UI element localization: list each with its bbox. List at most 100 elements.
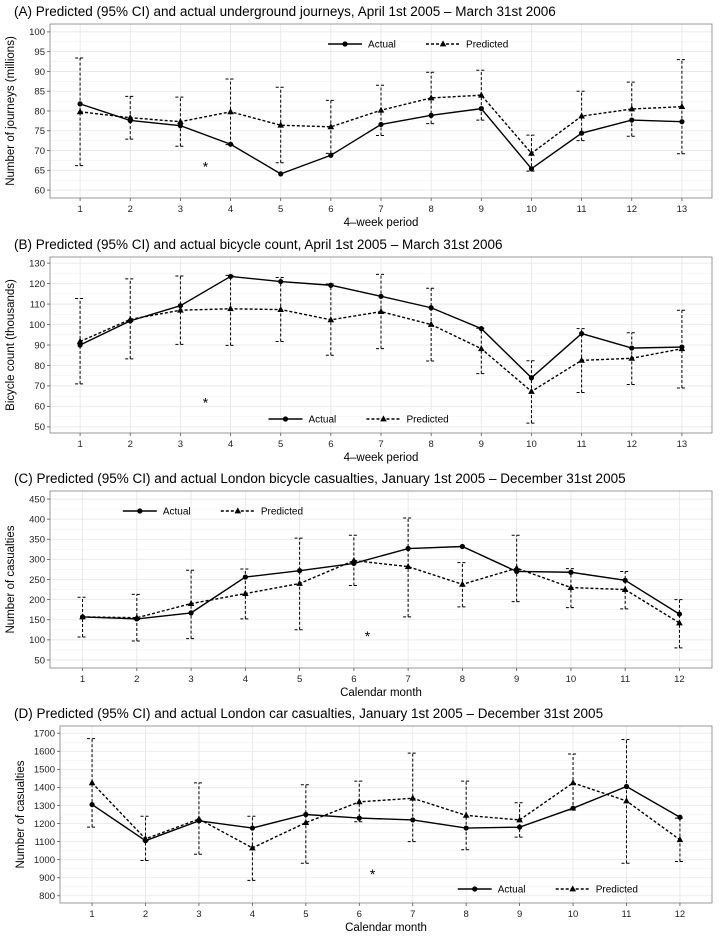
series-line (91, 785, 681, 842)
data-point (327, 123, 335, 130)
data-point (528, 149, 535, 156)
data-point (302, 819, 310, 826)
x-tick-label: 8 (429, 204, 434, 215)
legend-entry-actual: Actual (498, 885, 526, 896)
series-predicted (87, 738, 685, 881)
x-tick-label: 9 (479, 439, 484, 450)
data-point (578, 356, 585, 363)
x-axis-label: 4–week period (344, 217, 419, 229)
data-point (303, 811, 309, 818)
legend: Actual Predicted (328, 40, 508, 51)
data-point (623, 797, 630, 804)
x-tick-label: 5 (303, 909, 308, 920)
data-point (278, 278, 284, 285)
y-tick-label: 350 (29, 535, 45, 546)
data-point (459, 580, 466, 587)
x-tick-label: 6 (357, 909, 362, 920)
legend: Actual Predicted (457, 885, 638, 896)
chart-title: (D) Predicted (95% CI) and actual London… (14, 706, 603, 721)
y-axis-label: Number of casualties (5, 525, 17, 633)
x-tick-label: 5 (278, 439, 283, 450)
legend-entry-predicted: Predicted (596, 885, 638, 896)
x-tick-label: 11 (620, 674, 630, 685)
data-point (462, 811, 470, 818)
data-point (177, 303, 183, 309)
data-point (628, 105, 636, 112)
data-point (177, 118, 184, 125)
x-tick-label: 7 (405, 674, 410, 685)
y-tick-label: 65 (34, 166, 45, 177)
data-point (79, 613, 86, 620)
x-tick-label: 1 (77, 204, 82, 215)
x-tick-label: 3 (178, 439, 183, 450)
x-tick-label: 13 (677, 204, 688, 215)
y-tick-label: 70 (34, 381, 45, 392)
y-tick-label: 1500 (34, 765, 55, 776)
annotation-star: * (365, 628, 371, 644)
x-tick-label: 6 (351, 674, 356, 685)
data-point (327, 316, 335, 323)
data-point (676, 836, 684, 843)
data-point (405, 545, 411, 552)
data-point (622, 577, 628, 583)
x-tick-label: 2 (143, 909, 148, 920)
data-point (377, 308, 385, 315)
data-point (516, 816, 523, 823)
series-predicted (75, 273, 687, 424)
annotation-star: * (203, 394, 209, 410)
chart-title: (C) Predicted (95% CI) and actual London… (14, 471, 626, 486)
legend: Actual Predicted (122, 507, 303, 518)
y-tick-label: 80 (34, 361, 45, 372)
data-point (478, 91, 485, 98)
legend-entry-predicted: Predicted (406, 415, 448, 426)
x-axis-label: Calendar month (345, 922, 427, 934)
x-tick-label: 4 (228, 439, 233, 450)
data-point (126, 114, 134, 121)
y-tick-label: 90 (34, 340, 45, 351)
data-point (277, 305, 284, 312)
data-point (427, 94, 435, 101)
legend-key-marker (380, 415, 387, 422)
data-point (427, 320, 435, 327)
data-point (355, 798, 363, 805)
data-point (428, 112, 434, 118)
x-tick-label: 10 (568, 909, 579, 920)
y-tick-label: 100 (29, 320, 45, 331)
y-tick-label: 130 (29, 258, 45, 269)
data-point (88, 779, 96, 786)
y-axis-label: Number of casualties (15, 760, 27, 868)
x-tick-label: 1 (80, 674, 85, 685)
y-tick-label: 70 (34, 146, 45, 157)
y-tick-label: 60 (34, 185, 45, 196)
data-point (567, 583, 575, 590)
data-point (517, 824, 523, 830)
data-point (227, 305, 234, 312)
x-tick-label: 2 (128, 204, 133, 215)
y-tick-label: 450 (29, 494, 45, 505)
y-tick-label: 1300 (34, 801, 55, 812)
x-tick-label: 12 (626, 439, 637, 450)
y-tick-label: 50 (34, 655, 45, 666)
x-tick-label: 7 (378, 204, 383, 215)
data-point (409, 794, 417, 801)
x-tick-label: 1 (77, 439, 82, 450)
x-tick-label: 10 (566, 674, 577, 685)
y-tick-label: 1600 (34, 747, 55, 758)
x-tick-label: 6 (328, 439, 333, 450)
y-axis-label: Bicycle count (thousands) (5, 279, 17, 411)
data-point (459, 543, 465, 550)
chart-title: (A) Predicted (95% CI) and actual underg… (14, 4, 556, 19)
data-point (428, 305, 434, 311)
data-point (621, 585, 629, 592)
x-tick-label: 5 (278, 204, 283, 215)
data-point (578, 112, 585, 119)
y-tick-label: 75 (34, 126, 45, 137)
x-tick-label: 6 (328, 204, 333, 215)
x-tick-label: 7 (410, 909, 415, 920)
y-tick-label: 150 (29, 615, 45, 626)
data-point (296, 579, 303, 586)
chart-panel-1: (A) Predicted (95% CI) and actual underg… (5, 4, 713, 229)
y-tick-label: 80 (34, 106, 45, 117)
legend-key-marker (137, 508, 143, 514)
